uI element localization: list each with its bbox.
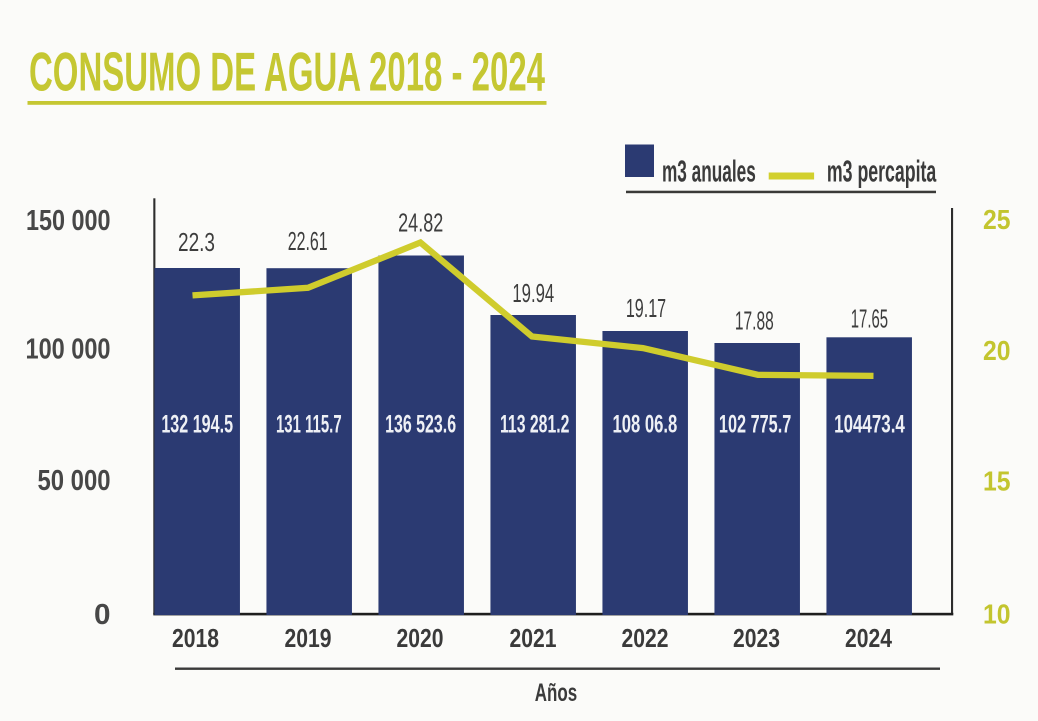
svg-text:CONSUMO DE AGUA 2018 - 2024: CONSUMO DE AGUA 2018 - 2024 — [29, 42, 545, 103]
svg-text:0: 0 — [94, 599, 111, 631]
svg-text:19.17: 19.17 — [626, 295, 666, 323]
svg-text:136 523.6: 136 523.6 — [385, 412, 456, 439]
svg-text:2024: 2024 — [845, 623, 892, 653]
svg-text:15: 15 — [983, 466, 1011, 497]
svg-text:2021: 2021 — [510, 623, 557, 653]
svg-text:22.3: 22.3 — [178, 229, 215, 257]
svg-text:22.61: 22.61 — [288, 228, 328, 256]
svg-text:2018: 2018 — [172, 623, 219, 653]
svg-text:17.88: 17.88 — [735, 308, 774, 336]
svg-text:24.82: 24.82 — [398, 210, 443, 238]
svg-text:131 115.7: 131 115.7 — [276, 412, 342, 439]
svg-text:10: 10 — [983, 599, 1011, 630]
svg-text:108 06.8: 108 06.8 — [613, 412, 678, 439]
svg-text:m3 percapita: m3 percapita — [827, 154, 937, 188]
svg-text:113 281.2: 113 281.2 — [500, 412, 569, 439]
svg-text:Años: Años — [535, 679, 577, 707]
svg-text:2020: 2020 — [397, 623, 444, 653]
svg-text:2023: 2023 — [733, 623, 780, 653]
svg-text:25: 25 — [983, 204, 1011, 235]
svg-text:17.65: 17.65 — [851, 306, 888, 334]
svg-text:104473.4: 104473.4 — [834, 412, 905, 439]
svg-text:2022: 2022 — [622, 623, 669, 653]
svg-text:50 000: 50 000 — [38, 465, 111, 497]
svg-text:132 194.5: 132 194.5 — [161, 412, 233, 439]
svg-text:150 000: 150 000 — [26, 205, 111, 237]
svg-text:19.94: 19.94 — [512, 280, 554, 308]
svg-text:20: 20 — [983, 335, 1011, 366]
svg-text:102 775.7: 102 775.7 — [719, 412, 791, 439]
svg-text:100 000: 100 000 — [26, 334, 111, 366]
svg-text:m3 anuales: m3 anuales — [662, 154, 756, 188]
svg-text:2019: 2019 — [285, 623, 332, 653]
